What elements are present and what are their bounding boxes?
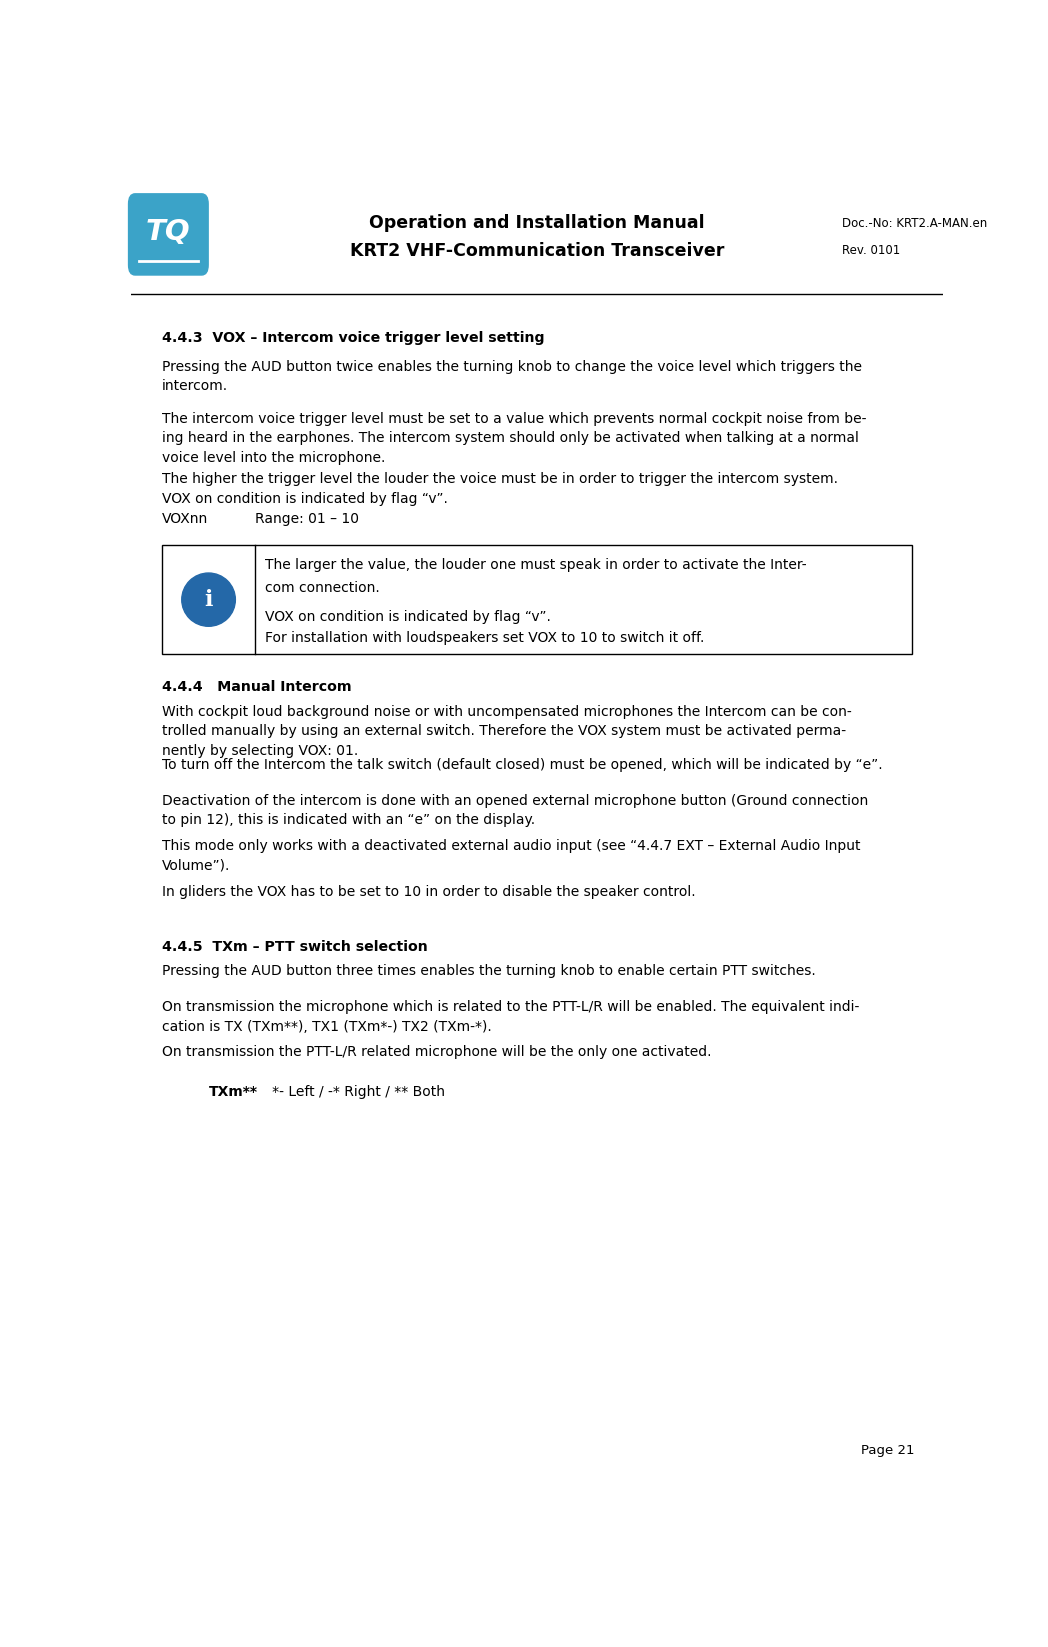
Text: com connection.: com connection. [265, 581, 379, 595]
Text: Range: 01 – 10: Range: 01 – 10 [256, 512, 359, 525]
Text: *- Left / -* Right / ** Both: *- Left / -* Right / ** Both [259, 1085, 445, 1100]
Text: In gliders the VOX has to be set to 10 in order to disable the speaker control.: In gliders the VOX has to be set to 10 i… [161, 884, 696, 899]
Text: On transmission the microphone which is related to the PTT-L/R will be enabled. : On transmission the microphone which is … [161, 1000, 859, 1034]
Text: Rev. 0101: Rev. 0101 [842, 244, 900, 257]
Text: The larger the value, the louder one must speak in order to activate the Inter-: The larger the value, the louder one mus… [265, 558, 807, 572]
Text: VOXnn: VOXnn [161, 512, 209, 525]
Text: This mode only works with a deactivated external audio input (see “4.4.7 EXT – E: This mode only works with a deactivated … [161, 840, 860, 873]
Text: To turn off the Intercom the talk switch (default closed) must be opened, which : To turn off the Intercom the talk switch… [161, 758, 882, 772]
Text: Pressing the AUD button twice enables the turning knob to change the voice level: Pressing the AUD button twice enables th… [161, 361, 861, 394]
Text: TXm**: TXm** [209, 1085, 258, 1100]
Text: TQ: TQ [146, 217, 191, 245]
Text: VOX on condition is indicated by flag “v”.: VOX on condition is indicated by flag “v… [265, 609, 551, 624]
Bar [161, 545, 913, 654]
Text: 4.4.3  VOX – Intercom voice trigger level setting: 4.4.3 VOX – Intercom voice trigger level… [161, 331, 545, 344]
Text: Pressing the AUD button three times enables the turning knob to enable certain P: Pressing the AUD button three times enab… [161, 963, 815, 978]
Ellipse shape [181, 573, 236, 626]
Text: 4.4.5  TXm – PTT switch selection: 4.4.5 TXm – PTT switch selection [161, 939, 428, 954]
Text: Page 21: Page 21 [861, 1444, 915, 1458]
Text: For installation with loudspeakers set VOX to 10 to switch it off.: For installation with loudspeakers set V… [265, 631, 704, 646]
FancyBboxPatch shape [129, 194, 209, 275]
Text: On transmission the PTT-L/R related microphone will be the only one activated.: On transmission the PTT-L/R related micr… [161, 1044, 712, 1059]
Text: The intercom voice trigger level must be set to a value which prevents normal co: The intercom voice trigger level must be… [161, 412, 867, 464]
Text: The higher the trigger level the louder the voice must be in order to trigger th: The higher the trigger level the louder … [161, 471, 837, 486]
Text: KRT2 VHF-Communication Transceiver: KRT2 VHF-Communication Transceiver [350, 242, 724, 260]
Text: Operation and Installation Manual: Operation and Installation Manual [369, 214, 705, 232]
Text: Deactivation of the intercom is done with an opened external microphone button (: Deactivation of the intercom is done wit… [161, 794, 868, 827]
Text: VOX on condition is indicated by flag “v”.: VOX on condition is indicated by flag “v… [161, 492, 447, 506]
Text: 4.4.4   Manual Intercom: 4.4.4 Manual Intercom [161, 680, 351, 693]
Text: With cockpit loud background noise or with uncompensated microphones the Interco: With cockpit loud background noise or wi… [161, 705, 852, 758]
Text: Doc.-No: KRT2.A-MAN.en: Doc.-No: KRT2.A-MAN.en [842, 216, 987, 229]
Text: i: i [204, 588, 213, 611]
